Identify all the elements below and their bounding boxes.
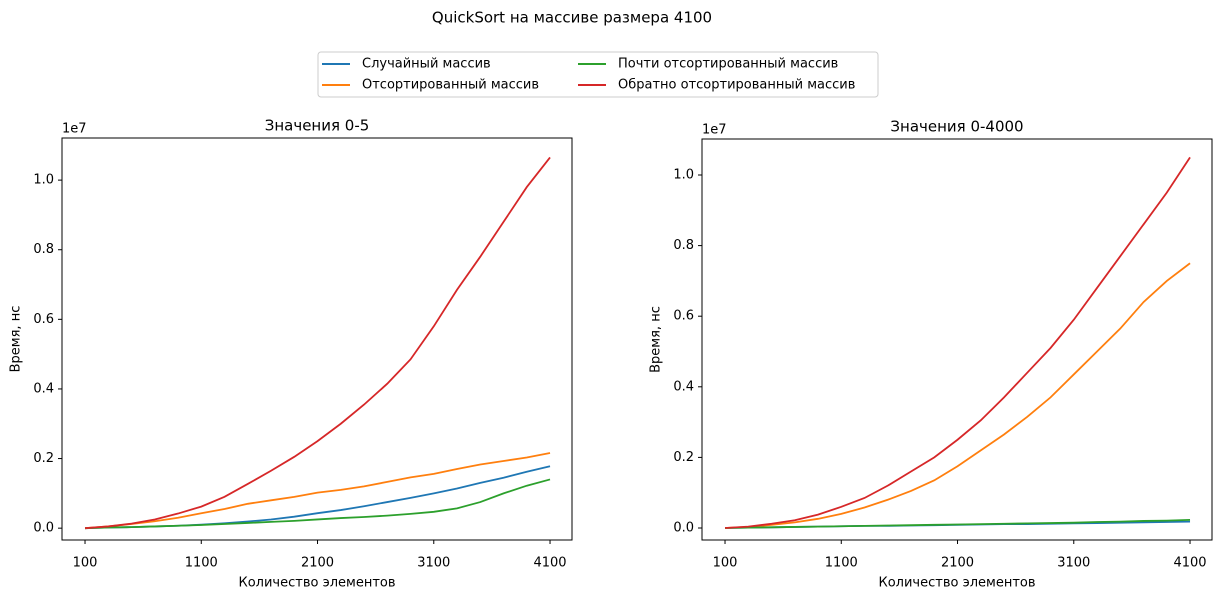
y-tick-label: 0.4 <box>33 381 54 396</box>
y-axis-label: Время, нс <box>649 306 664 373</box>
x-tick-label: 3100 <box>417 556 450 571</box>
plot-frame <box>701 138 1213 541</box>
x-axis-label: Количество элементов <box>878 576 1035 591</box>
x-tick-label: 3100 <box>1057 556 1090 571</box>
legend-label: Отсортированный массив <box>362 78 539 93</box>
y-offset-label: 1e7 <box>62 122 87 137</box>
x-axis-label: Количество элементов <box>238 576 395 591</box>
x-tick-label: 2100 <box>301 556 334 571</box>
y-tick-label: 0.6 <box>673 309 694 324</box>
y-tick-label: 0.4 <box>673 379 694 394</box>
subplot-title: Значения 0-4000 <box>890 118 1023 136</box>
y-tick-label: 0.8 <box>673 238 694 253</box>
x-tick-label: 4100 <box>533 556 566 571</box>
legend-label: Почти отсортированный массив <box>618 57 838 72</box>
series-line <box>84 478 551 530</box>
series-line <box>725 518 1191 529</box>
figure-title: QuickSort на массиве размера 4100 <box>432 9 712 27</box>
legend-label: Обратно отсортированный массив <box>618 78 855 93</box>
y-tick-label: 0.0 <box>673 520 694 535</box>
x-tick-label: 100 <box>73 556 98 571</box>
x-tick-label: 1100 <box>825 556 858 571</box>
y-tick-label: 1.0 <box>33 173 54 188</box>
legend-frame <box>317 51 879 98</box>
subplot-title: Значения 0-5 <box>265 117 370 135</box>
y-tick-label: 0.2 <box>33 451 54 466</box>
y-offset-label: 1e7 <box>702 123 727 138</box>
legend-label: Случайный массив <box>362 57 491 72</box>
y-tick-label: 1.0 <box>673 168 694 183</box>
x-tick-label: 100 <box>713 556 738 571</box>
x-tick-label: 1100 <box>185 556 218 571</box>
y-axis-label: Время, нс <box>9 306 24 373</box>
plot-frame <box>61 137 573 541</box>
x-tick-label: 4100 <box>1173 556 1206 571</box>
series-line <box>724 262 1191 529</box>
y-tick-label: 0.8 <box>33 242 54 257</box>
series-line <box>84 452 551 530</box>
series-line <box>724 156 1191 529</box>
y-tick-label: 0.6 <box>33 312 54 327</box>
series-line <box>84 156 551 530</box>
y-tick-label: 0.2 <box>673 450 694 465</box>
x-tick-label: 2100 <box>941 556 974 571</box>
y-tick-label: 0.0 <box>33 521 54 536</box>
